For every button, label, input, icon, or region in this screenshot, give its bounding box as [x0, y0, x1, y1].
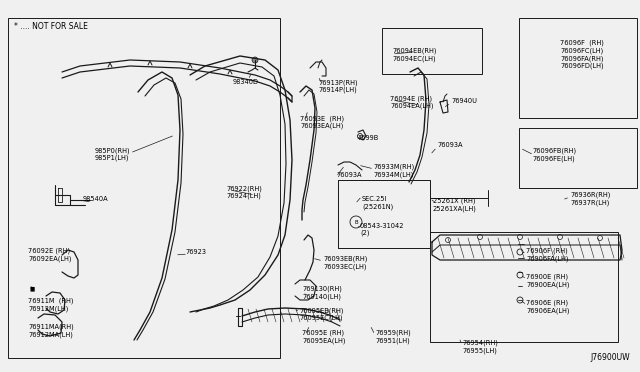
- Text: 76923: 76923: [185, 249, 206, 255]
- Text: 76959(RH)
76951(LH): 76959(RH) 76951(LH): [375, 330, 411, 344]
- Text: 76954(RH)
76955(LH): 76954(RH) 76955(LH): [462, 340, 498, 354]
- Text: * .... NOT FOR SALE: * .... NOT FOR SALE: [14, 22, 88, 31]
- Text: *: *: [30, 286, 33, 292]
- Text: 08543-31042
(2): 08543-31042 (2): [360, 223, 404, 237]
- Text: 76095E (RH)
76095EA(LH): 76095E (RH) 76095EA(LH): [302, 330, 346, 344]
- Bar: [430, 232, 618, 342]
- Text: 985P0(RH)
985P1(LH): 985P0(RH) 985P1(LH): [95, 147, 131, 161]
- Text: J76900UW: J76900UW: [590, 353, 630, 362]
- Text: 25261X (RH)
25261XA(LH): 25261X (RH) 25261XA(LH): [433, 198, 477, 212]
- Text: 76093A: 76093A: [437, 142, 463, 148]
- Text: 76940U: 76940U: [451, 98, 477, 104]
- Text: 76906E (RH)
76906EA(LH): 76906E (RH) 76906EA(LH): [526, 300, 570, 314]
- Text: 76094EB(RH)
76094EC(LH): 76094EB(RH) 76094EC(LH): [392, 48, 436, 62]
- Text: 76906F (RH)
76906FA(LH): 76906F (RH) 76906FA(LH): [526, 248, 568, 262]
- Bar: [338, 180, 430, 248]
- Text: 76096FB(RH)
76096FE(LH): 76096FB(RH) 76096FE(LH): [532, 148, 576, 162]
- Text: 76933M(RH)
76934M(LH): 76933M(RH) 76934M(LH): [373, 164, 414, 178]
- Text: 769130(RH)
769140(LH): 769130(RH) 769140(LH): [302, 286, 342, 300]
- Text: 76096F  (RH)
76096FC(LH)
76096FA(RH)
76096FD(LH): 76096F (RH) 76096FC(LH) 76096FA(RH) 7609…: [560, 40, 604, 69]
- Text: 98540A: 98540A: [83, 196, 109, 202]
- Text: 76093A: 76093A: [336, 172, 362, 178]
- Text: 76911MA(RH)
76912MA(LH): 76911MA(RH) 76912MA(LH): [28, 324, 74, 338]
- Text: ■: ■: [30, 286, 35, 291]
- Bar: [382, 28, 482, 74]
- Text: 7699B: 7699B: [357, 135, 378, 141]
- Text: 76913P(RH)
76914P(LH): 76913P(RH) 76914P(LH): [318, 79, 358, 93]
- Text: 76900E (RH)
76900EA(LH): 76900E (RH) 76900EA(LH): [526, 274, 570, 288]
- Text: 76922(RH)
76924(LH): 76922(RH) 76924(LH): [226, 185, 262, 199]
- Text: 76094E (RH)
76094EA(LH): 76094E (RH) 76094EA(LH): [390, 95, 433, 109]
- Text: 98340D: 98340D: [233, 79, 259, 85]
- Bar: [519, 18, 637, 118]
- Text: 76093EB(RH)
76093EC(LH): 76093EB(RH) 76093EC(LH): [323, 256, 367, 270]
- Text: 76092E (RH)
76092EA(LH): 76092E (RH) 76092EA(LH): [28, 248, 72, 262]
- Bar: [519, 128, 637, 188]
- Text: 76911M  (RH)
76912M(LH): 76911M (RH) 76912M(LH): [28, 298, 74, 312]
- Text: SEC.25l
(25261N): SEC.25l (25261N): [362, 196, 393, 209]
- Bar: [8, 18, 280, 358]
- Text: B: B: [354, 219, 358, 224]
- Text: 76093E  (RH)
76093EA(LH): 76093E (RH) 76093EA(LH): [300, 115, 344, 129]
- Text: 76936R(RH)
76937R(LH): 76936R(RH) 76937R(LH): [570, 192, 611, 206]
- Text: 76095EB(RH)
76095EC(LH): 76095EB(RH) 76095EC(LH): [299, 307, 344, 321]
- Circle shape: [252, 57, 258, 63]
